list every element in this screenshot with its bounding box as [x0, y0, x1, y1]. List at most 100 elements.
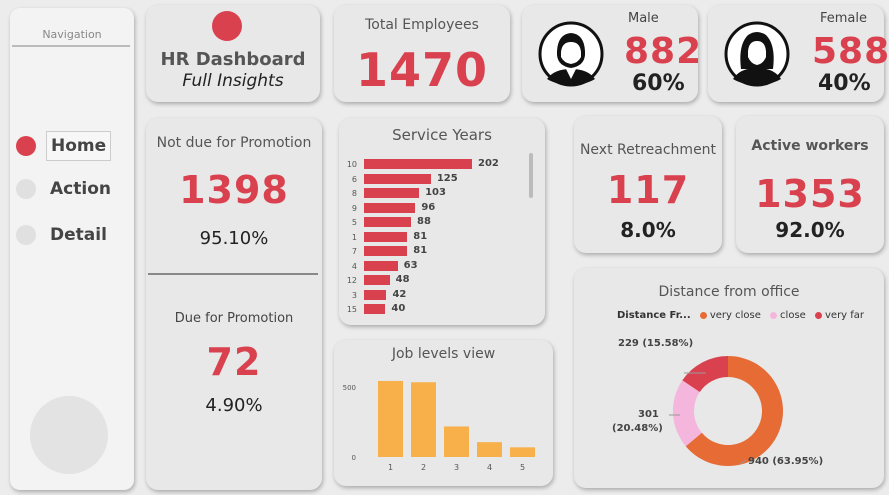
due-percent: 4.90%: [205, 395, 263, 416]
job-levels-x-tick: 5: [520, 463, 525, 472]
service-years-value-label: 63: [403, 259, 418, 271]
next-retrenchment-percent: 8.0%: [620, 218, 676, 242]
service-years-bar[interactable]: [364, 289, 387, 300]
total-employees-label: Total Employees: [365, 17, 479, 33]
service-years-row[interactable]: 5 88: [339, 216, 529, 228]
service-years-title: Service Years: [392, 126, 492, 144]
service-years-value-label: 42: [392, 288, 407, 300]
action-dot-icon: [16, 179, 36, 199]
service-years-value-label: 103: [425, 187, 446, 198]
promotion-card: Not due for Promotion 1398 95.10% Due fo…: [146, 118, 322, 490]
not-due-value: 1398: [179, 168, 289, 212]
donut-slice[interactable]: [685, 356, 783, 466]
service-years-category-label: 15: [346, 305, 357, 314]
donut-slice[interactable]: [673, 380, 702, 447]
service-years-value-label: 81: [413, 245, 428, 256]
service-years-bar[interactable]: [364, 275, 390, 285]
service-years-bar[interactable]: [364, 188, 420, 198]
active-workers-percent: 92.0%: [775, 218, 845, 242]
donut-slice[interactable]: [682, 356, 728, 393]
job-levels-x-tick: 4: [487, 463, 492, 472]
male-value: 882: [624, 31, 703, 72]
female-label: Female: [820, 11, 868, 26]
service-years-value-label: 88: [417, 216, 431, 227]
service-years-row[interactable]: 15 40: [339, 303, 529, 315]
next-retrenchment-value: 117: [606, 168, 690, 212]
service-years-row[interactable]: 3 42: [339, 288, 529, 301]
distance-legend: Distance Fr... very close close very far: [617, 310, 864, 321]
legend-title: Distance Fr...: [617, 310, 691, 321]
service-years-row[interactable]: 6 125: [339, 172, 529, 185]
service-years-row[interactable]: 12 48: [339, 274, 529, 286]
service-years-category-label: 1: [351, 232, 357, 242]
job-levels-x-tick: 3: [454, 463, 459, 472]
service-years-row[interactable]: 9 96: [339, 202, 529, 214]
nav-item-home[interactable]: Home: [16, 129, 126, 163]
service-years-value-label: 48: [395, 274, 410, 285]
service-years-category-label: 10: [346, 160, 357, 169]
job-levels-title: Job levels view: [391, 346, 496, 362]
legend-item[interactable]: very close: [709, 310, 761, 321]
legend-item[interactable]: close: [780, 310, 806, 321]
total-employees-value: 1470: [355, 43, 489, 97]
job-levels-bar[interactable]: [444, 426, 469, 457]
male-card: Male 882 60%: [522, 5, 701, 102]
job-levels-bar[interactable]: [411, 382, 436, 457]
due-value: 72: [206, 340, 262, 384]
job-levels-x-tick: 2: [421, 463, 426, 472]
next-retrenchment-label: Next Retreachment: [579, 142, 717, 158]
donut-leader-line: [739, 459, 747, 465]
service-years-bar[interactable]: [364, 260, 398, 271]
service-years-row[interactable]: 10 202: [339, 158, 529, 170]
donut-label-very-close: 940 (63.95%): [748, 456, 824, 467]
service-years-row[interactable]: 8 103: [339, 187, 529, 199]
legend-dot-icon: [699, 311, 707, 319]
legend-item[interactable]: very far: [825, 310, 865, 321]
service-years-value-label: 202: [478, 158, 499, 169]
service-years-category-label: 7: [351, 247, 357, 256]
not-due-percent: 95.10%: [199, 228, 269, 249]
service-years-row[interactable]: 7 81: [339, 245, 529, 257]
job-levels-bar[interactable]: [510, 447, 535, 457]
distance-title: Distance from office: [658, 284, 800, 300]
page-subtitle: Full Insights: [182, 71, 284, 91]
service-years-category-label: 4: [351, 261, 357, 271]
female-value: 588: [812, 31, 889, 72]
nav-item-action[interactable]: Action: [16, 172, 126, 206]
male-label: Male: [628, 11, 659, 26]
service-years-category-label: 9: [351, 203, 357, 213]
legend-dot-icon: [770, 311, 778, 319]
male-avatar-icon: [538, 21, 604, 91]
service-years-bar[interactable]: [364, 217, 412, 227]
due-label: Due for Promotion: [174, 311, 294, 326]
service-years-row[interactable]: 1 81: [339, 231, 529, 243]
service-years-category-label: 6: [351, 174, 357, 184]
not-due-label: Not due for Promotion: [156, 135, 312, 151]
distance-card: Distance from office Distance Fr... very…: [574, 268, 884, 488]
service-years-bar[interactable]: [364, 202, 416, 213]
page-title: HR Dashboard: [160, 49, 306, 70]
header-card: HR Dashboard Full Insights: [146, 5, 320, 102]
service-years-value-label: 125: [436, 172, 458, 184]
distance-donut-chart: [669, 356, 783, 466]
avatar: [30, 396, 108, 474]
total-employees-card: Total Employees 1470: [334, 5, 510, 102]
service-years-category-label: 5: [351, 218, 357, 227]
service-years-row[interactable]: 4 63: [339, 259, 529, 272]
service-years-bar[interactable]: [364, 231, 408, 242]
service-years-bar[interactable]: [364, 173, 431, 184]
donut-label-very-far: 229 (15.58%): [618, 338, 694, 349]
job-levels-bar[interactable]: [378, 380, 403, 457]
service-years-bar[interactable]: [364, 246, 408, 256]
nav-item-label: Action: [50, 179, 111, 199]
logo-dot-icon: [212, 11, 242, 41]
job-levels-bar[interactable]: [477, 442, 502, 457]
navigation-panel: Navigation Home Action Detail: [10, 8, 134, 490]
scrollbar[interactable]: [529, 153, 533, 198]
job-levels-y-tick: 0: [352, 454, 356, 462]
nav-item-detail[interactable]: Detail: [16, 218, 126, 252]
service-years-bar[interactable]: [364, 159, 472, 169]
navigation-title: Navigation: [42, 28, 102, 41]
donut-label-close: 301: [638, 409, 659, 420]
service-years-bar[interactable]: [364, 304, 386, 314]
